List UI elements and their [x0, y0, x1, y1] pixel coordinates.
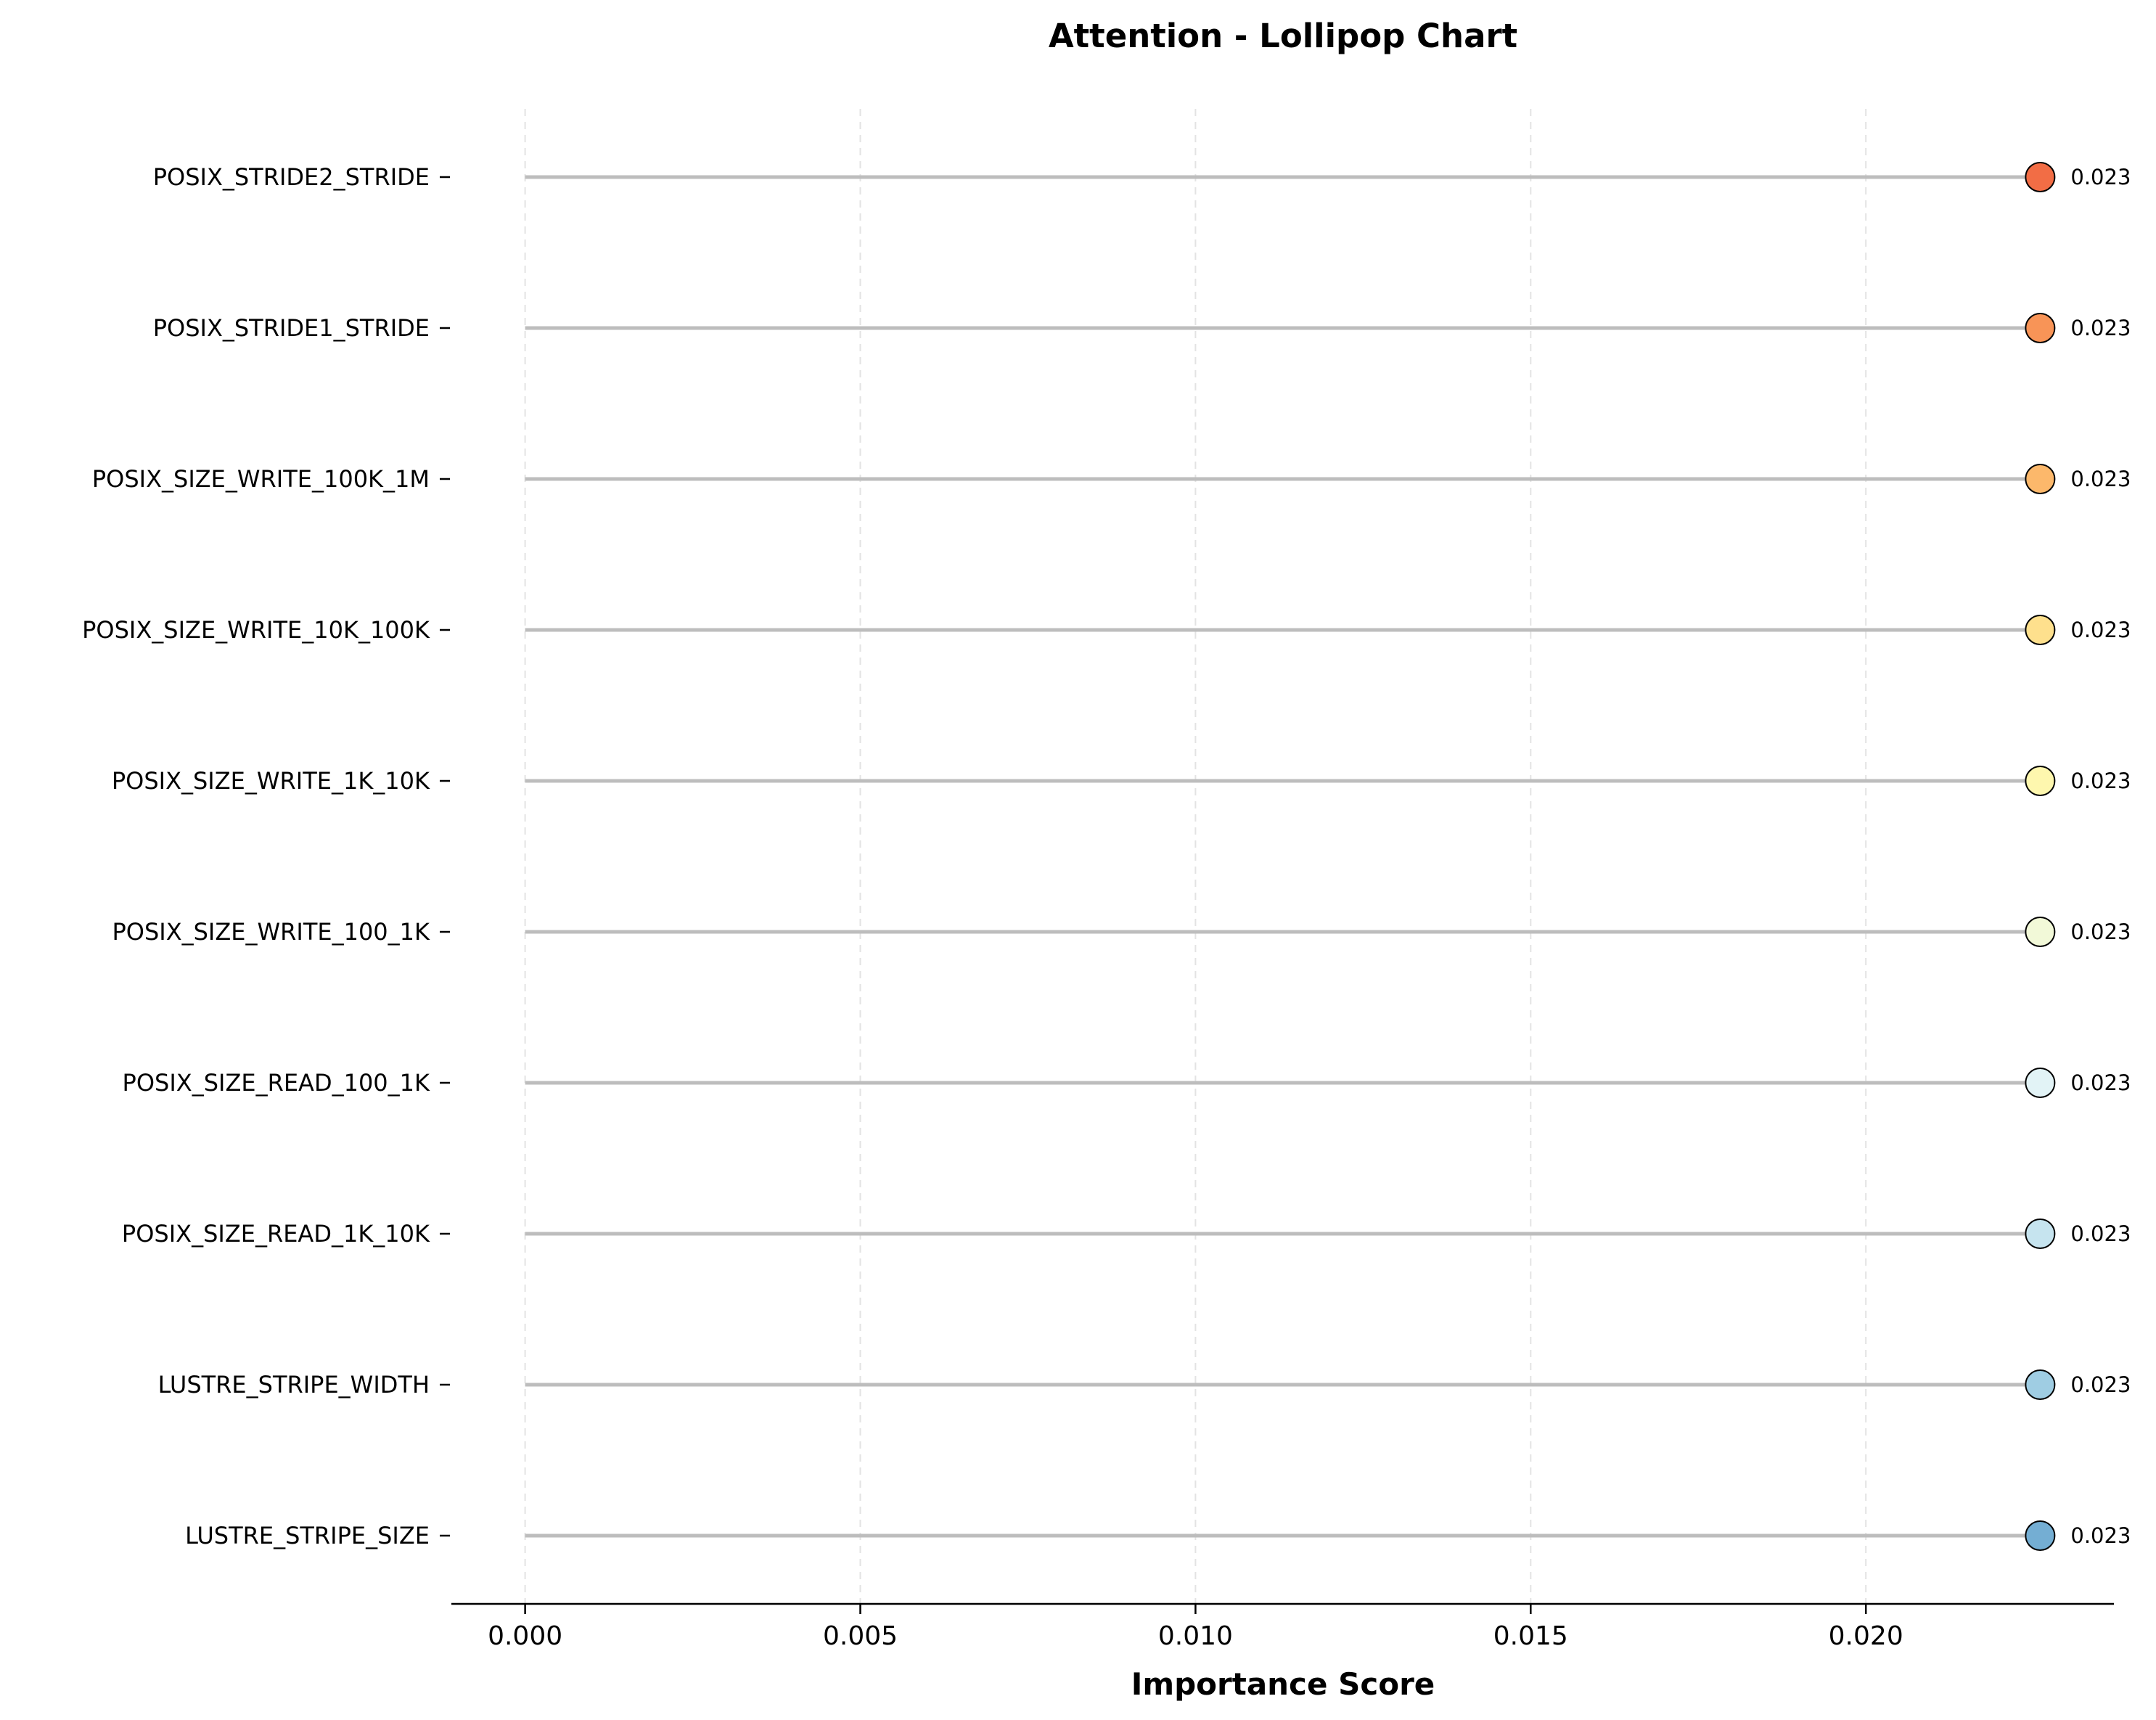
marker-8 [2025, 1369, 2056, 1400]
labels: 0.000 0.005 0.010 0.015 0.020 POSIX_STRIDE2_S… [82, 163, 2131, 1651]
marker-1 [2025, 313, 2056, 343]
x-axis-label: Importance Score [1131, 1666, 1435, 1702]
y-tick-label-3: POSIX_SIZE_WRITE_10K_100K [82, 616, 430, 644]
y-tick-label-4: POSIX_SIZE_WRITE_1K_10K [112, 767, 430, 795]
y-tick-label-0: POSIX_STRIDE2_STRIDE [153, 163, 430, 191]
value-label-3: 0.023 [2070, 618, 2131, 642]
marker-2 [2025, 464, 2056, 494]
chart-title: Attention - Lollipop Chart [1049, 17, 1517, 55]
value-label-0: 0.023 [2070, 165, 2131, 189]
marker-9 [2025, 1520, 2056, 1551]
value-label-4: 0.023 [2070, 769, 2131, 793]
y-tick-label-2: POSIX_SIZE_WRITE_100K_1M [92, 465, 430, 493]
lollipop-markers [2025, 162, 2056, 1551]
marker-0 [2025, 162, 2056, 192]
y-tick-label-5: POSIX_SIZE_WRITE_100_1K [112, 918, 430, 946]
y-tick-label-8: LUSTRE_STRIPE_WIDTH [158, 1371, 430, 1398]
x-tick-label-2: 0.010 [1158, 1621, 1233, 1651]
marker-6 [2025, 1068, 2056, 1098]
x-tick-label-1: 0.005 [823, 1621, 898, 1651]
lollipop-stems [525, 175, 2041, 1538]
value-label-9: 0.023 [2070, 1523, 2131, 1548]
marker-7 [2025, 1219, 2056, 1249]
axes [440, 176, 2114, 1614]
x-tick-label-3: 0.015 [1493, 1621, 1568, 1651]
grid-lines [524, 109, 1867, 1604]
y-tick-label-9: LUSTRE_STRIPE_SIZE [185, 1522, 430, 1549]
value-label-7: 0.023 [2070, 1221, 2131, 1246]
value-label-1: 0.023 [2070, 316, 2131, 340]
y-tick-label-6: POSIX_SIZE_READ_100_1K [123, 1069, 430, 1097]
marker-3 [2025, 615, 2056, 645]
x-tick-label-0: 0.000 [488, 1621, 562, 1651]
value-label-6: 0.023 [2070, 1070, 2131, 1095]
y-tick-label-7: POSIX_SIZE_READ_1K_10K [122, 1220, 430, 1248]
value-label-8: 0.023 [2070, 1372, 2131, 1397]
marker-5 [2025, 917, 2056, 947]
value-label-2: 0.023 [2070, 467, 2131, 491]
marker-4 [2025, 766, 2056, 796]
x-tick-label-4: 0.020 [1829, 1621, 1903, 1651]
y-tick-label-1: POSIX_STRIDE1_STRIDE [153, 314, 430, 342]
value-label-5: 0.023 [2070, 920, 2131, 944]
